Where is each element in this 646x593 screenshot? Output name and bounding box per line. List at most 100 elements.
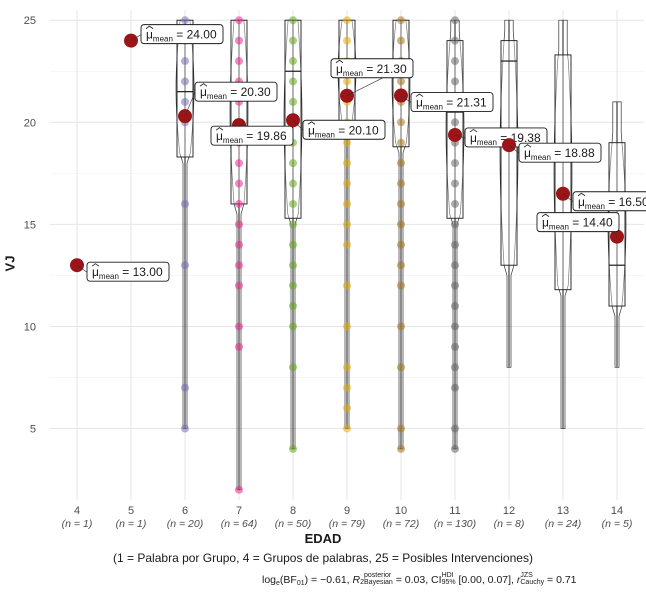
data-point [343, 138, 351, 147]
mean-label-text: μmean = 13.00 [92, 265, 163, 281]
group-10 [391, 16, 411, 453]
data-point [451, 199, 459, 208]
mean-label: μmean = 21.31 [400, 92, 494, 112]
data-point [289, 240, 297, 249]
mean-label-text: μmean = 18.88 [524, 146, 595, 162]
mean-label: μmean = 13.00 [76, 261, 170, 282]
data-point [343, 383, 351, 392]
data-point [289, 199, 297, 208]
mean-label-hat [541, 213, 550, 217]
mean-label-text: μmean = 24.00 [146, 28, 217, 44]
data-point [397, 424, 405, 433]
x-count-label: (n = 130) [434, 518, 476, 530]
data-point [289, 16, 297, 25]
group-12 [499, 19, 519, 368]
mean-label-leader [508, 144, 520, 154]
mean-label-box [518, 142, 602, 163]
mean-label-hat [145, 25, 154, 29]
data-point [451, 444, 459, 453]
data-point [181, 199, 189, 208]
data-point [289, 261, 297, 270]
mean-label-text: μmean = 16.50 [578, 195, 646, 211]
mean-label: μmean = 16.50 [562, 191, 646, 212]
data-point [343, 322, 351, 331]
data-point [451, 424, 459, 433]
mean-label-box [410, 92, 494, 112]
mean-label-hat [577, 192, 586, 197]
data-point [397, 77, 405, 86]
data-point [451, 57, 459, 66]
y-axis-label: VJ [2, 255, 18, 272]
data-point [451, 261, 459, 270]
data-point [235, 281, 243, 290]
data-point [451, 322, 459, 331]
mean-label-box [140, 24, 224, 45]
mean-label-box [302, 119, 386, 140]
data-point [289, 322, 297, 331]
data-point [397, 36, 405, 45]
mean-label-leader [454, 134, 466, 139]
data-point [451, 179, 459, 188]
data-point [343, 36, 351, 45]
y-tick-label: 10 [24, 321, 36, 333]
y-tick-label: 25 [24, 15, 36, 27]
data-point [289, 97, 297, 106]
data-point [451, 77, 459, 86]
x-count-label: (n = 79) [329, 518, 365, 530]
data-point [397, 179, 405, 188]
data-point [289, 302, 297, 311]
x-tick-label: 11 [449, 505, 460, 517]
data-point [451, 36, 459, 45]
data-point [289, 220, 297, 229]
mean-label-hat [307, 121, 316, 125]
x-tick-label: 10 [395, 505, 407, 517]
mean-label-text: μmean = 21.30 [336, 62, 407, 78]
x-count-label: (n = 5) [602, 518, 633, 530]
mean-label: μmean = 24.00 [130, 24, 224, 45]
data-point [235, 179, 243, 188]
x-count-label: (n = 72) [383, 518, 419, 530]
mean-label: μmean = 21.30 [330, 58, 414, 97]
mean-label: μmean = 18.88 [508, 142, 602, 163]
x-tick-label: 14 [611, 505, 623, 517]
mean-label-text: μmean = 20.10 [308, 123, 379, 139]
data-point [235, 57, 243, 66]
data-point [451, 383, 459, 392]
y-tick-label: 5 [30, 424, 36, 436]
data-point [397, 444, 405, 453]
x-count-label: (n = 64) [221, 518, 257, 530]
mean-label-hat [215, 127, 224, 131]
data-point [451, 281, 459, 290]
x-tick-label: 12 [503, 505, 515, 517]
x-axis-label: EDAD [304, 531, 342, 546]
data-point [181, 261, 189, 270]
group-8 [283, 16, 303, 453]
group-7 [229, 16, 249, 494]
data-point [181, 424, 189, 433]
mean-label-box [536, 212, 620, 233]
mean-label-text: μmean = 19.86 [216, 129, 287, 145]
group-14 [607, 101, 627, 368]
statistics-caption: loge(BF01) = −0.61, R 2 posterior Bayesian … [262, 572, 577, 587]
data-point [343, 424, 351, 433]
mean-label-leader [292, 120, 304, 131]
data-point [397, 363, 405, 372]
data-point [235, 16, 243, 25]
mean-label-text: μmean = 20.30 [200, 85, 271, 101]
data-point [397, 240, 405, 249]
mean-label: μmean = 20.10 [292, 119, 386, 140]
mean-label-box [330, 58, 414, 79]
mean-label-box [86, 261, 170, 282]
data-point [343, 179, 351, 188]
violin-outline [607, 101, 627, 368]
data-point [235, 485, 243, 494]
mean-label-leader [130, 34, 142, 41]
data-point [289, 159, 297, 168]
data-point [181, 57, 189, 66]
violin-outline [553, 19, 573, 429]
mean-label: μmean = 19.86 [210, 124, 294, 146]
data-point [289, 179, 297, 188]
data-point [451, 240, 459, 249]
data-point [343, 199, 351, 208]
